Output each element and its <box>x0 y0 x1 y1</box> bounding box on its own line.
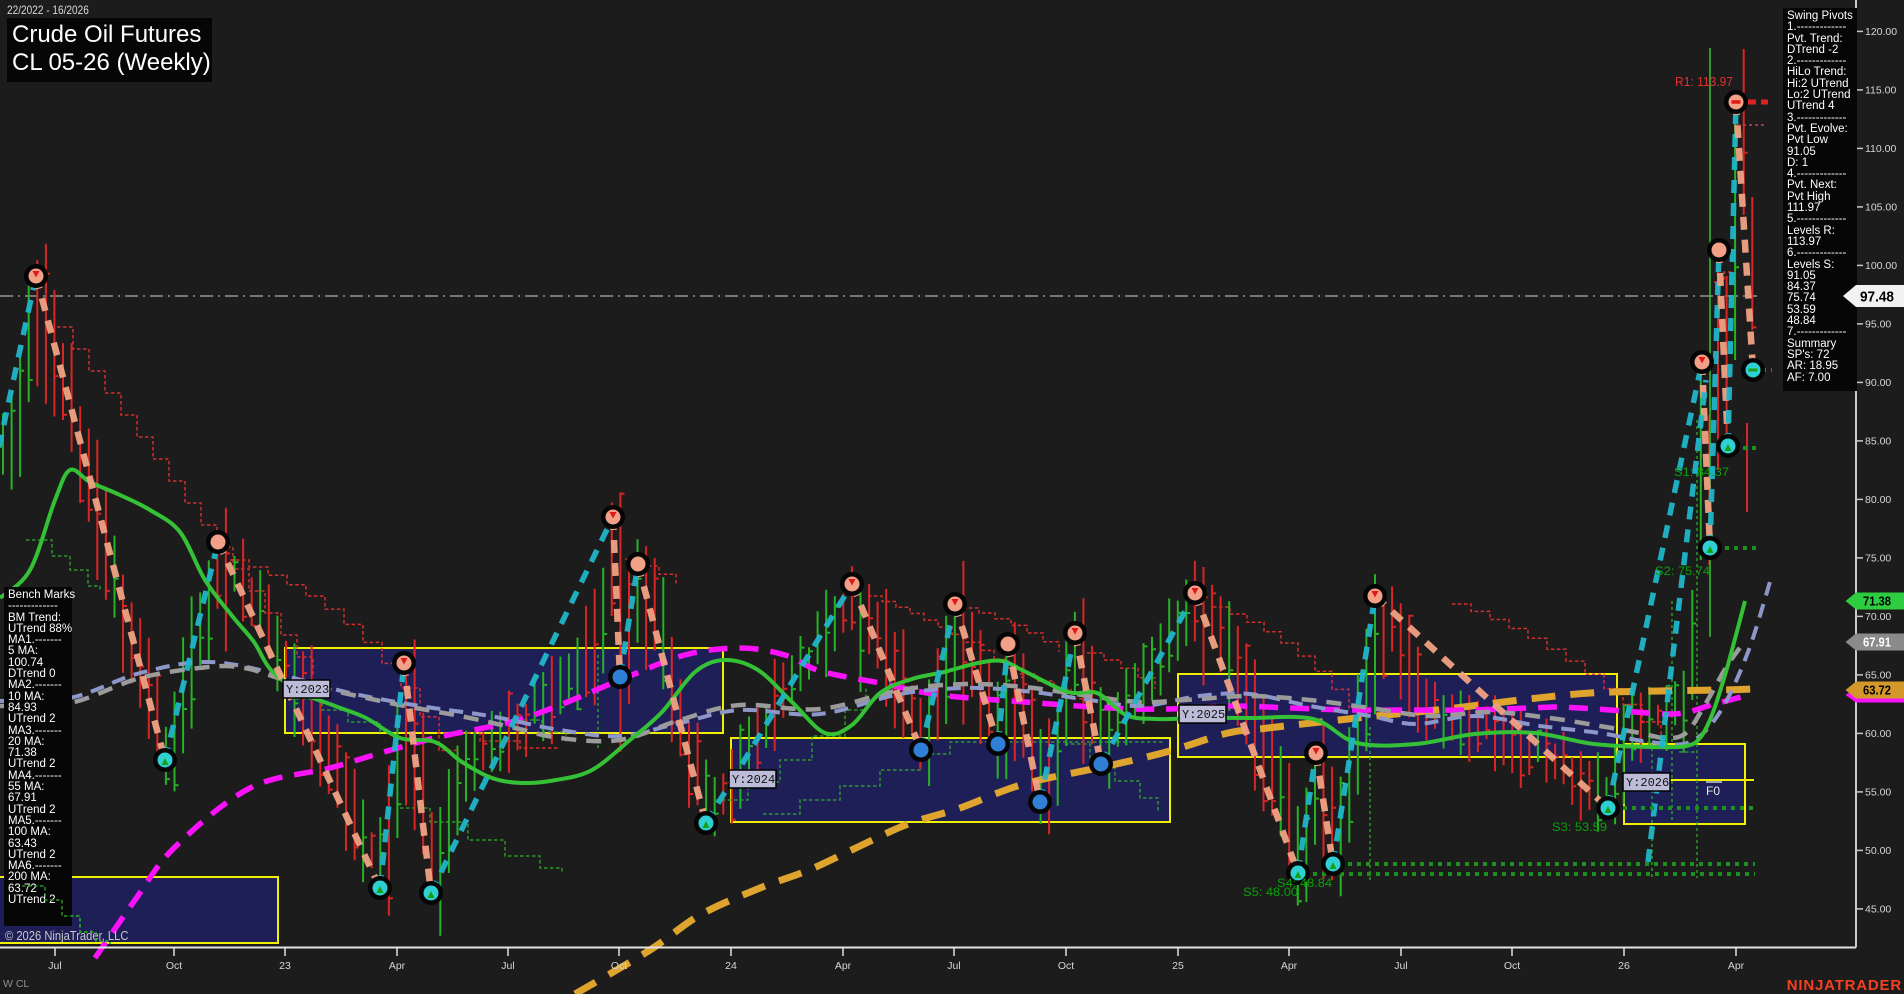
svg-text:50.00: 50.00 <box>1865 845 1891 857</box>
svg-text:75.00: 75.00 <box>1865 553 1891 565</box>
svg-text:24: 24 <box>725 960 737 972</box>
svg-text:Y:2024: Y:2024 <box>732 773 775 787</box>
svg-text:Apr: Apr <box>1281 960 1298 972</box>
svg-text:85.00: 85.00 <box>1865 436 1891 448</box>
svg-text:23: 23 <box>279 960 291 972</box>
svg-text:R1: 113.97: R1: 113.97 <box>1675 75 1733 89</box>
svg-text:65.00: 65.00 <box>1865 670 1891 682</box>
svg-text:90.00: 90.00 <box>1865 377 1891 389</box>
svg-text:Oct: Oct <box>166 960 182 972</box>
svg-text:F0: F0 <box>1706 784 1720 798</box>
svg-text:100.00: 100.00 <box>1865 260 1897 272</box>
svg-text:S4: 48.84: S4: 48.84 <box>1277 876 1332 890</box>
svg-text:Y:2026: Y:2026 <box>1626 776 1669 790</box>
svg-text:Oct: Oct <box>611 960 627 972</box>
svg-text:115.00: 115.00 <box>1865 85 1896 97</box>
svg-text:95.00: 95.00 <box>1865 319 1891 331</box>
svg-text:S5: 48.00: S5: 48.00 <box>1243 885 1298 899</box>
svg-text:105.00: 105.00 <box>1865 202 1897 214</box>
svg-text:Apr: Apr <box>1728 960 1745 972</box>
svg-text:55.00: 55.00 <box>1865 787 1891 799</box>
svg-text:25: 25 <box>1172 960 1184 972</box>
svg-text:S3: 53.59: S3: 53.59 <box>1552 820 1607 834</box>
svg-text:26: 26 <box>1618 960 1630 972</box>
svg-text:Y:2025: Y:2025 <box>1182 708 1225 722</box>
svg-text:Oct: Oct <box>1504 960 1520 972</box>
svg-text:Oct: Oct <box>1058 960 1074 972</box>
svg-text:Y:2023: Y:2023 <box>286 683 329 697</box>
svg-text:45.00: 45.00 <box>1865 904 1891 916</box>
svg-text:Apr: Apr <box>835 960 852 972</box>
svg-text:Jul: Jul <box>1394 960 1407 972</box>
svg-text:Jul: Jul <box>48 960 61 972</box>
svg-text:120.00: 120.00 <box>1865 26 1897 38</box>
svg-text:110.00: 110.00 <box>1865 143 1896 155</box>
svg-text:S2: 75.74: S2: 75.74 <box>1655 564 1710 578</box>
svg-text:S1: 84.37: S1: 84.37 <box>1674 465 1729 479</box>
svg-text:W CL: W CL <box>3 978 29 990</box>
svg-text:Jul: Jul <box>501 960 514 972</box>
svg-text:70.00: 70.00 <box>1865 611 1891 623</box>
svg-text:Jul: Jul <box>947 960 960 972</box>
svg-text:Apr: Apr <box>389 960 406 972</box>
svg-text:80.00: 80.00 <box>1865 494 1891 506</box>
svg-text:60.00: 60.00 <box>1865 728 1891 740</box>
svg-text:NINJATRADER: NINJATRADER <box>1787 977 1902 994</box>
